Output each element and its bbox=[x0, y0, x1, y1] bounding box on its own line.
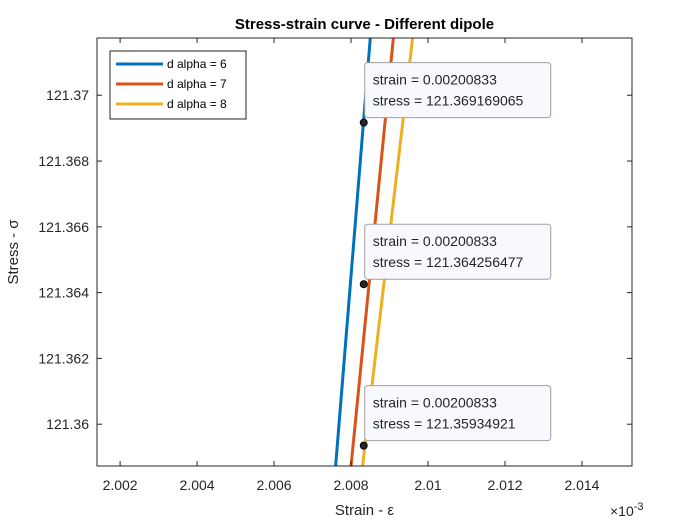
x-exponent-base: ×10 bbox=[610, 503, 634, 519]
datatip-marker bbox=[359, 441, 368, 450]
chart-title: Stress-strain curve - Different dipole bbox=[235, 16, 494, 33]
datatip-strain: strain = 0.00200833 bbox=[373, 72, 497, 88]
datatip-strain: strain = 0.00200833 bbox=[373, 233, 497, 249]
x-tick-label: 2.014 bbox=[564, 477, 599, 493]
datatip-box bbox=[364, 62, 552, 119]
axes-box bbox=[96, 37, 633, 467]
datatip-stress: stress = 121.364256477 bbox=[373, 254, 524, 270]
x-tick-label: 2.012 bbox=[487, 477, 522, 493]
y-tick-label: 121.366 bbox=[38, 219, 89, 235]
y-tick-label: 121.364 bbox=[38, 285, 89, 301]
legend-entry: d alpha = 6 bbox=[167, 57, 227, 71]
legend-entry: d alpha = 7 bbox=[167, 77, 227, 91]
datatip-box bbox=[364, 385, 552, 442]
x-tick-label: 2.006 bbox=[257, 477, 292, 493]
x-tick-label: 2.002 bbox=[103, 477, 138, 493]
datatip-stress: stress = 121.369169065 bbox=[373, 93, 524, 109]
datatip-stress: stress = 121.35934921 bbox=[373, 416, 516, 432]
x-axis-label: Strain - ε bbox=[335, 502, 395, 519]
datatip-marker bbox=[359, 280, 368, 289]
y-tick-label: 121.362 bbox=[38, 350, 89, 366]
x-tick-label: 2.008 bbox=[334, 477, 369, 493]
datatips: strain = 0.00200833 stress = 121.36916906… bbox=[359, 62, 552, 450]
x-exponent-power: -3 bbox=[634, 501, 644, 513]
y-axis-ticks: 121.36 121.362 121.364 121.366 121.368 121.37 bbox=[38, 87, 632, 432]
x-tick-label: 2.01 bbox=[414, 477, 441, 493]
datatip-marker bbox=[359, 118, 368, 127]
datatip-strain: strain = 0.00200833 bbox=[373, 395, 497, 411]
datatip-box bbox=[364, 223, 552, 280]
y-tick-label: 121.36 bbox=[46, 416, 89, 432]
legend: d alpha = 6 d alpha = 7 d alpha = 8 bbox=[109, 50, 247, 120]
y-tick-label: 121.368 bbox=[38, 153, 89, 169]
y-axis-label: Stress - σ bbox=[5, 219, 22, 285]
x-axis-exponent: ×10-3 bbox=[610, 501, 644, 519]
x-axis-ticks: 2.002 2.004 2.006 2.008 2.01 2.012 2.014 bbox=[103, 38, 600, 493]
x-tick-label: 2.004 bbox=[180, 477, 215, 493]
y-tick-label: 121.37 bbox=[46, 87, 89, 103]
legend-entry: d alpha = 8 bbox=[167, 97, 227, 111]
